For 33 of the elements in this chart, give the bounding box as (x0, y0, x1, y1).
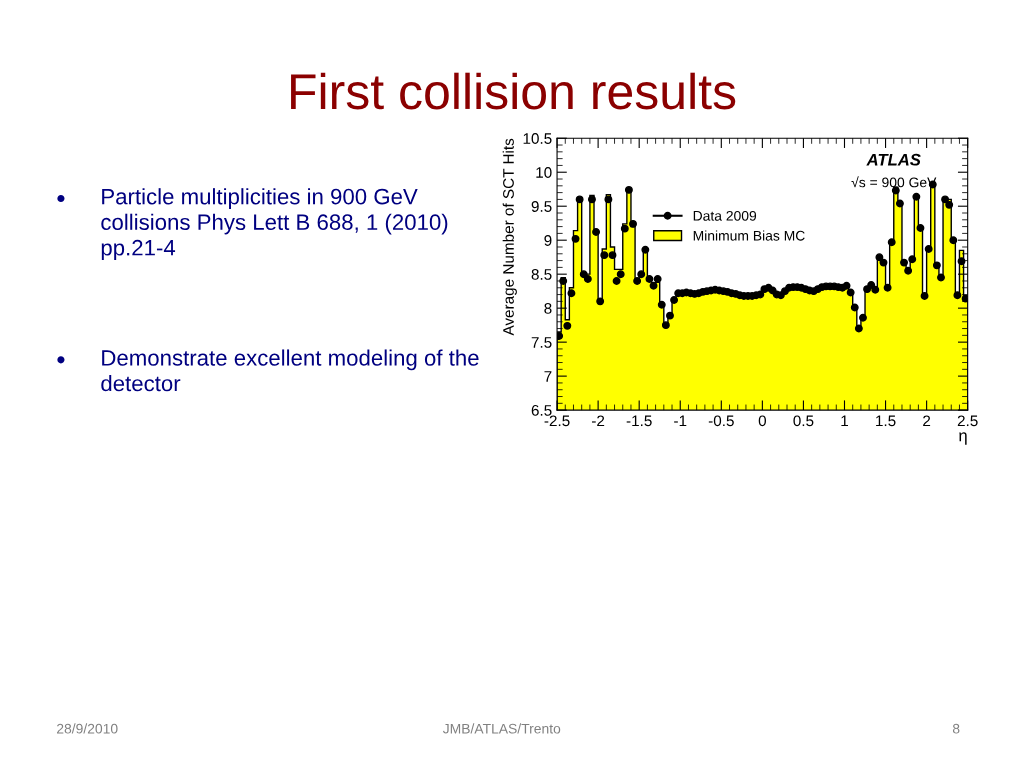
legend-label: Minimum Bias MC (693, 230, 805, 241)
y-tick-label: 8 (544, 303, 552, 314)
text: Demonstrate excellent modeling of the detector (101, 349, 479, 392)
x-tick-label: 2.5 (957, 415, 978, 427)
x-tick-label: 1 (841, 415, 848, 427)
text: JMB/ATLAS/Trento (442, 723, 561, 734)
text: Particle multiplicities in 900 GeV collisions Phys Lett B 688, 1 (2010) pp.21-4 (101, 188, 448, 260)
x-tick-label: 0.5 (793, 415, 814, 427)
y-tick-label: 10 (536, 167, 552, 178)
x-tick-label: -2.5 (544, 415, 570, 427)
x-tick-label: 0 (758, 415, 767, 427)
y-tick-label: 6.5 (531, 404, 552, 416)
y-axis-title: Average Number of SCT Hits (502, 138, 517, 336)
x-tick-label: -0.5 (708, 415, 734, 427)
y-tick-label: 9.5 (531, 201, 552, 212)
text: 28/9/2010 (57, 723, 118, 734)
x-tick-label: 2 (923, 415, 931, 427)
x-tick-label: 1.5 (876, 415, 896, 427)
y-tick-label: 7 (544, 371, 552, 382)
text: • (57, 356, 65, 364)
legend-label: Data 2009 (693, 210, 757, 221)
x-tick-label: -2 (592, 415, 605, 427)
chart-title: First collision results (291, 72, 736, 110)
x-tick-label: -1.5 (626, 415, 652, 427)
annotation: ATLAS (866, 153, 921, 166)
y-tick-label: 7.5 (531, 337, 552, 348)
text: • (57, 194, 65, 203)
y-tick-label: 9 (544, 235, 552, 246)
x-tick-label: -1 (674, 415, 687, 427)
y-tick-label: 10.5 (523, 133, 552, 144)
text: 8 (952, 723, 960, 734)
x-axis-title: η (959, 432, 967, 445)
y-tick-label: 8.5 (531, 269, 552, 280)
